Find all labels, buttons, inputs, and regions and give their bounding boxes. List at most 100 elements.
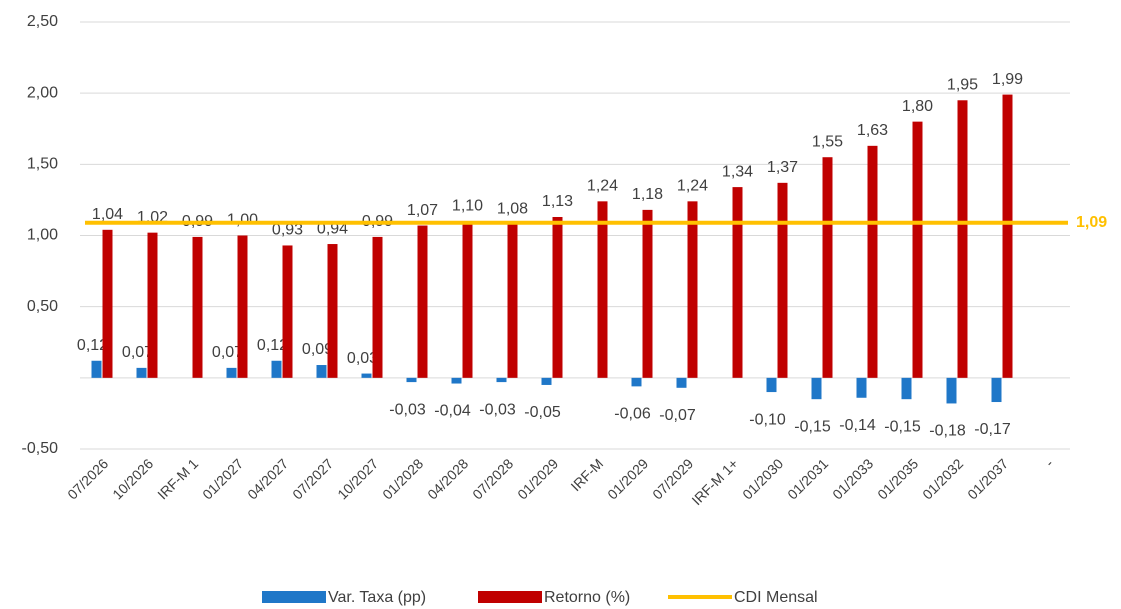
data-label: 1,18	[632, 186, 663, 203]
legend-label: Retorno (%)	[544, 589, 630, 606]
x-tick-label: 01/2035	[874, 455, 921, 502]
bar	[822, 157, 833, 378]
data-label: 1,08	[497, 200, 528, 217]
bar	[102, 229, 113, 378]
data-label: -0,15	[884, 418, 921, 435]
data-label: 0,07	[122, 344, 153, 361]
x-tick-label: 01/2028	[379, 455, 426, 502]
x-tick-label: 01/2029	[514, 455, 561, 502]
data-label: 1,95	[947, 77, 978, 94]
x-tick-label: 04/2028	[424, 455, 471, 502]
bar	[462, 221, 473, 378]
legend-swatch	[262, 591, 326, 603]
bar	[496, 377, 507, 383]
data-label: 0,09	[302, 341, 333, 358]
bar	[361, 373, 372, 378]
data-label: 0,07	[212, 344, 243, 361]
bar	[777, 182, 788, 378]
x-tick-label: 07/2028	[469, 455, 516, 502]
x-tick-label: IRF-M	[567, 455, 606, 494]
data-label: 0,93	[272, 222, 303, 239]
x-tick-label: 10/2027	[334, 455, 381, 502]
x-tick-label: 01/2032	[919, 455, 966, 502]
bar	[417, 225, 428, 378]
bar	[766, 377, 777, 393]
x-tick-label: 04/2027	[244, 455, 291, 502]
data-label: -0,18	[929, 423, 966, 440]
data-label: 0,12	[257, 337, 288, 354]
x-tick-label: 01/2037	[964, 455, 1011, 502]
data-label: -0,07	[659, 407, 696, 424]
y-tick-label: 1,00	[27, 227, 58, 244]
bar	[147, 232, 158, 378]
data-label: 1,34	[722, 163, 753, 180]
bar	[507, 224, 518, 378]
data-label: 1,07	[407, 202, 438, 219]
x-tick-label: 07/2026	[64, 455, 111, 502]
bar	[451, 377, 462, 384]
data-label: 0,03	[347, 350, 378, 367]
bar	[687, 201, 698, 378]
bar	[327, 244, 338, 378]
bar	[237, 235, 248, 378]
bar	[541, 377, 552, 385]
data-label: -0,05	[524, 404, 561, 421]
bar	[282, 245, 293, 378]
x-tick-label: 01/2027	[199, 455, 246, 502]
bar	[552, 216, 563, 378]
bar	[192, 236, 203, 378]
data-label: -0,03	[479, 401, 516, 418]
x-tick-label: -	[1042, 455, 1057, 470]
data-label: 1,24	[677, 178, 708, 195]
data-label: -0,15	[794, 418, 831, 435]
legend-swatch	[478, 591, 542, 603]
data-label: 1,24	[587, 178, 618, 195]
x-tick-label: 01/2029	[604, 455, 651, 502]
data-label: 1,99	[992, 71, 1023, 88]
bar	[271, 360, 282, 378]
data-label: -0,04	[434, 403, 471, 420]
x-tick-label: 07/2027	[289, 455, 336, 502]
x-tick-label: 01/2033	[829, 455, 876, 502]
bar	[597, 201, 608, 378]
bar	[136, 367, 147, 378]
data-label: 1,10	[452, 197, 483, 214]
data-label: -0,17	[974, 421, 1011, 438]
bar	[676, 377, 687, 388]
bar	[811, 377, 822, 400]
x-tick-label: IRF-M 1+	[688, 455, 741, 508]
data-label: 0,12	[77, 337, 108, 354]
data-label: 1,37	[767, 159, 798, 176]
bar	[991, 377, 1002, 403]
bar	[732, 187, 743, 378]
y-tick-label: 0,50	[27, 298, 58, 315]
data-label: 1,13	[542, 193, 573, 210]
data-label: 1,04	[92, 206, 123, 223]
data-label: -0,06	[614, 406, 651, 423]
x-tick-label: IRF-M 1	[154, 455, 201, 502]
bar	[1002, 94, 1013, 378]
legend-label: CDI Mensal	[734, 589, 818, 606]
y-tick-label: -0,50	[22, 440, 59, 457]
x-tick-label: 01/2030	[739, 455, 786, 502]
bar	[867, 145, 878, 378]
bar	[957, 100, 968, 378]
bar	[901, 377, 912, 400]
x-tick-label: 01/2031	[784, 455, 831, 502]
bar	[372, 236, 383, 378]
bar	[316, 365, 327, 378]
y-tick-label: 1,50	[27, 156, 58, 173]
data-label: 1,55	[812, 133, 843, 150]
legend-label: Var. Taxa (pp)	[328, 589, 426, 606]
data-label: -0,14	[839, 417, 876, 434]
reference-label: 1,09	[1076, 214, 1107, 231]
x-tick-label: 10/2026	[109, 455, 156, 502]
bar	[406, 377, 417, 383]
bar	[856, 377, 867, 398]
data-label: 1,63	[857, 122, 888, 139]
bar	[226, 367, 237, 378]
data-label: -0,10	[749, 411, 786, 428]
bar	[946, 377, 957, 404]
data-label: -0,03	[389, 401, 426, 418]
